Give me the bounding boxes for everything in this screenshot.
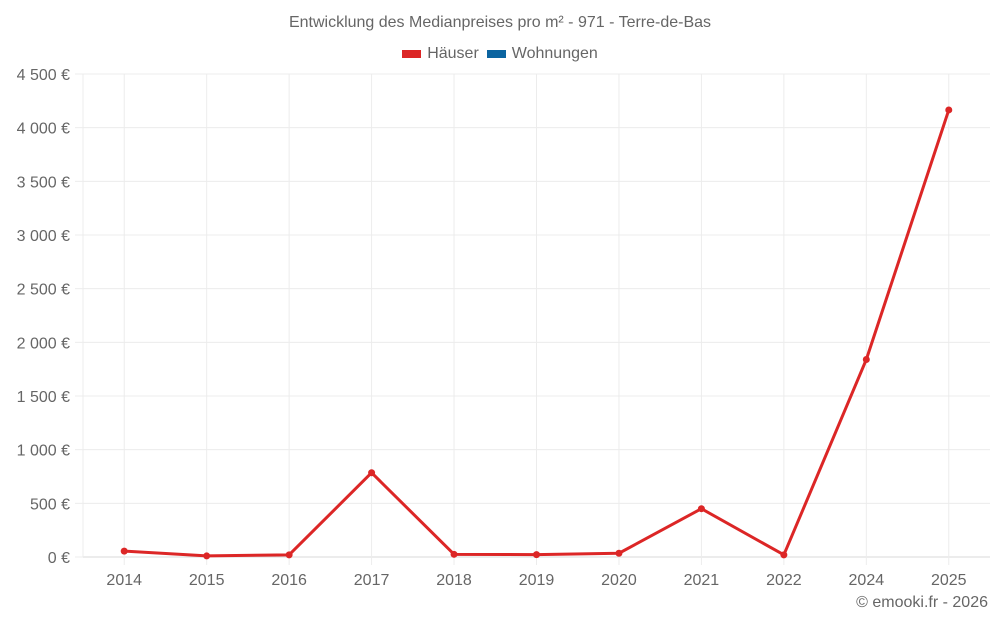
legend-label-haeuser: Häuser [427,45,479,62]
x-tick-label: 2025 [931,572,967,589]
data-point[interactable] [533,551,540,559]
data-point[interactable] [862,356,870,364]
y-tick-label: 4 000 € [17,121,70,138]
data-point[interactable] [697,505,705,513]
chart-title: Entwicklung des Medianpreises pro m² - 9… [288,14,712,31]
x-tick-label: 2018 [436,572,472,589]
x-axis: 2014 2015 2016 2017 2018 2019 2020 2021 2022 2024… [106,572,966,589]
copyright-credit: © emooki.fr - 2026 [856,594,988,611]
x-tick-label: 2019 [519,572,555,589]
y-tick-label: 1 500 € [17,389,70,406]
data-point[interactable] [120,547,128,555]
series-haeuser [120,106,953,560]
legend-swatch-haeuser [402,50,422,58]
data-point[interactable] [203,552,211,560]
y-tick-label: 2 500 € [17,282,70,299]
x-tick-label: 2021 [684,572,720,589]
y-tick-label: 3 000 € [17,228,70,245]
x-tick-label: 2015 [189,572,225,589]
x-tick-label: 2022 [766,572,802,589]
y-axis: 0 € 500 € 1 000 € 1 500 € 2 000 € 2 500 € 3 00… [17,67,83,567]
data-point[interactable] [780,551,788,559]
data-point[interactable] [945,106,953,114]
legend-label-wohnungen: Wohnungen [511,45,598,62]
y-tick-label: 4 500 € [17,67,70,84]
y-tick-label: 3 500 € [17,174,70,191]
x-tick-label: 2014 [106,572,142,589]
x-tick-label: 2016 [271,572,307,589]
data-point[interactable] [285,551,293,559]
data-point[interactable] [615,549,623,557]
x-tick-label: 2024 [849,572,885,589]
legend-item-haeuser[interactable]: Häuser [402,45,479,63]
x-tick-label: 2017 [354,572,390,589]
x-tick-label: 2020 [601,572,637,589]
y-tick-label: 0 € [48,550,70,567]
legend-swatch-wohnungen [486,50,506,58]
y-tick-label: 2 000 € [17,335,70,352]
y-tick-label: 500 € [30,496,70,513]
data-point[interactable] [368,469,376,477]
legend-item-wohnungen[interactable]: Wohnungen [486,45,598,63]
y-tick-label: 1 000 € [17,443,70,460]
grid-lines [82,73,990,565]
data-point[interactable] [450,550,458,558]
legend: Häuser Wohnungen [0,45,1000,63]
